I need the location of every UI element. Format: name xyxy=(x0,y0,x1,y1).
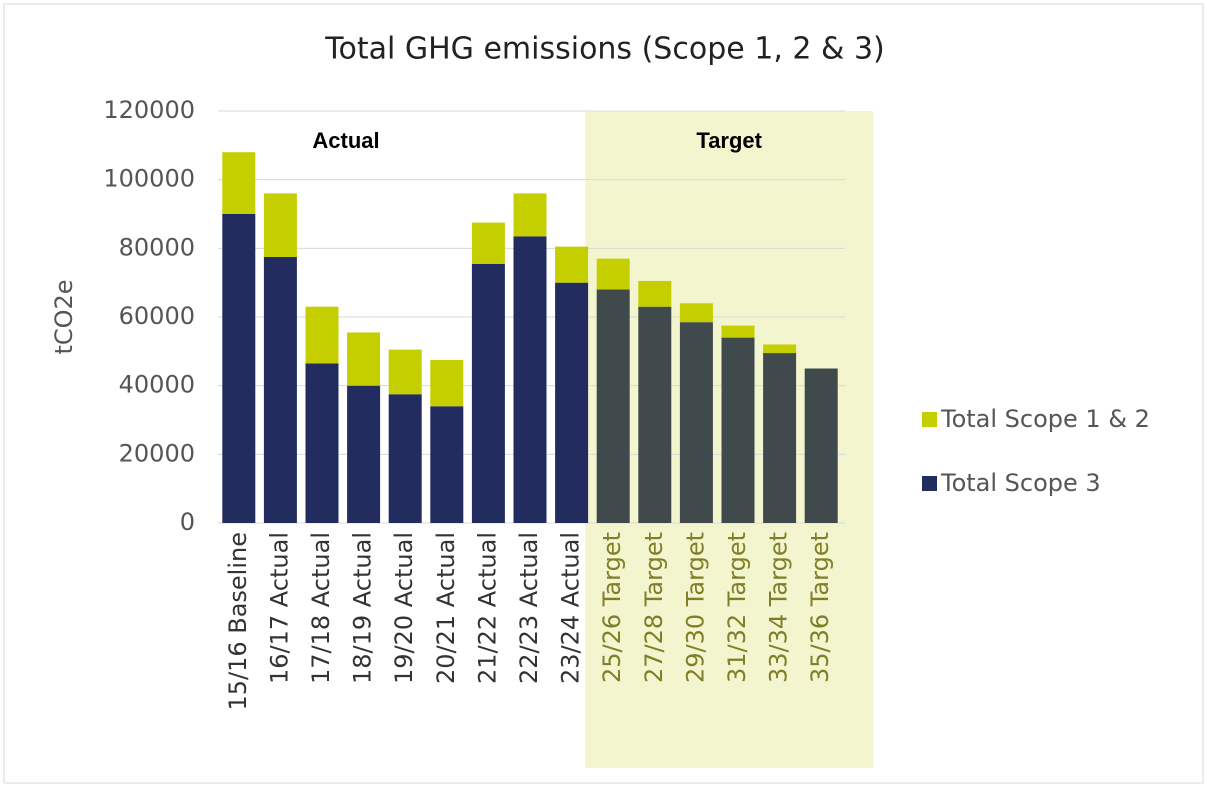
x-tick-label: 15/16 Baseline xyxy=(224,532,252,711)
bar-segment xyxy=(305,306,339,364)
x-tick-label: 19/20 Actual xyxy=(390,532,418,684)
bar-segment xyxy=(679,322,713,523)
bar-segment xyxy=(263,193,297,257)
x-tick-label: 21/22 Actual xyxy=(473,532,501,684)
x-tick-label: 27/28 Target xyxy=(640,532,668,683)
bar-segment xyxy=(555,246,589,283)
bar-segment xyxy=(430,406,464,523)
y-tick-label: 100000 xyxy=(103,165,195,193)
legend: Total Scope 1 & 2 Total Scope 3 xyxy=(922,404,1172,532)
x-tick-label: 20/21 Actual xyxy=(432,532,460,684)
bar-segment xyxy=(721,325,755,338)
bar-segment xyxy=(347,332,381,386)
bar-segment xyxy=(222,152,256,214)
annotation: Target xyxy=(696,128,762,153)
y-tick-label: 80000 xyxy=(119,233,195,261)
legend-swatch xyxy=(922,476,937,491)
bar-segment xyxy=(555,282,589,523)
bar-segment xyxy=(679,303,713,323)
legend-item: Total Scope 1 & 2 xyxy=(922,404,1172,434)
x-tick-label: 16/17 Actual xyxy=(265,532,293,684)
x-tick-label: 23/24 Actual xyxy=(557,532,585,684)
y-tick-label: 120000 xyxy=(103,96,195,124)
bar-segment xyxy=(471,222,505,264)
bar-segment xyxy=(347,385,381,523)
bar-segment xyxy=(596,258,630,290)
bar-segment xyxy=(763,353,797,523)
bar-segment xyxy=(388,394,422,523)
x-tick-label: 22/23 Actual xyxy=(515,532,543,684)
y-axis-label: tCO2e xyxy=(50,279,78,354)
bar-segment xyxy=(388,349,422,395)
bar-segment xyxy=(471,263,505,523)
bar-segment xyxy=(222,214,256,523)
bar-segment xyxy=(638,306,672,523)
y-tick-label: 40000 xyxy=(119,371,195,399)
chart-title: Total GHG emissions (Scope 1, 2 & 3) xyxy=(324,32,884,67)
bar-segment xyxy=(721,337,755,523)
x-tick-label: 29/30 Target xyxy=(681,532,709,683)
bar-segment xyxy=(513,236,547,524)
legend-label: Total Scope 3 xyxy=(941,469,1101,497)
x-tick-label: 31/32 Target xyxy=(723,532,751,683)
y-tick-label: 60000 xyxy=(119,302,195,330)
x-tick-label: 18/19 Actual xyxy=(349,532,377,684)
x-tick-label: 33/34 Target xyxy=(765,532,793,683)
bar-segment xyxy=(804,368,838,523)
bar-segment xyxy=(263,256,297,523)
legend-item: Total Scope 3 xyxy=(922,468,1172,498)
bar-segment xyxy=(638,280,672,307)
bar-segment xyxy=(430,359,464,407)
y-tick-label: 20000 xyxy=(119,439,195,467)
x-tick-label: 17/18 Actual xyxy=(307,532,335,684)
bar-segment xyxy=(305,363,339,523)
bar-segment xyxy=(596,289,630,523)
legend-label: Total Scope 1 & 2 xyxy=(941,405,1150,433)
legend-swatch xyxy=(922,412,937,427)
annotation: Actual xyxy=(312,128,379,153)
y-tick-label: 0 xyxy=(180,508,195,536)
bar-segment xyxy=(513,193,547,237)
x-tick-label: 35/36 Target xyxy=(806,532,834,683)
x-tick-label: 25/26 Target xyxy=(598,532,626,683)
bar-segment xyxy=(763,344,797,354)
